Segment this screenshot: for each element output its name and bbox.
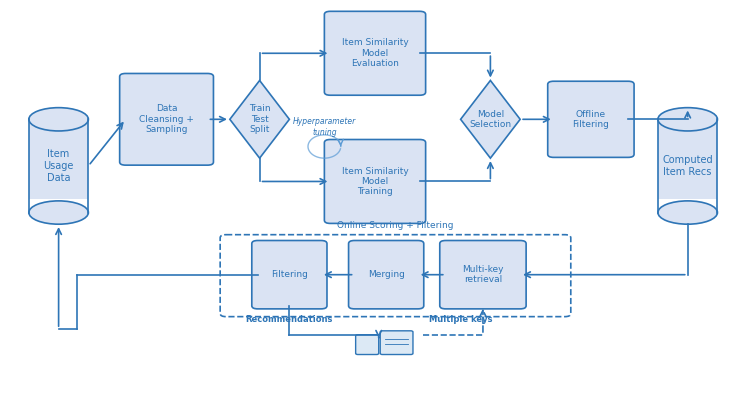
Text: Online Scoring + Filtering: Online Scoring + Filtering bbox=[338, 221, 454, 230]
FancyBboxPatch shape bbox=[120, 73, 214, 165]
FancyBboxPatch shape bbox=[440, 240, 526, 309]
Polygon shape bbox=[460, 80, 520, 158]
Ellipse shape bbox=[28, 201, 88, 224]
Text: Model
Selection: Model Selection bbox=[470, 110, 512, 129]
Ellipse shape bbox=[658, 108, 718, 131]
FancyBboxPatch shape bbox=[380, 331, 413, 355]
Text: Item Similarity
Model
Evaluation: Item Similarity Model Evaluation bbox=[341, 38, 408, 68]
FancyBboxPatch shape bbox=[356, 335, 379, 355]
Text: Multi-key
retrieval: Multi-key retrieval bbox=[462, 265, 504, 284]
Text: Offline
Filtering: Offline Filtering bbox=[572, 110, 609, 129]
Bar bbox=[658, 119, 718, 199]
FancyBboxPatch shape bbox=[349, 240, 424, 309]
Text: Train
Test
Split: Train Test Split bbox=[249, 104, 271, 134]
FancyBboxPatch shape bbox=[548, 81, 634, 157]
Polygon shape bbox=[230, 80, 290, 158]
FancyBboxPatch shape bbox=[252, 240, 327, 309]
Text: Merging: Merging bbox=[368, 270, 404, 279]
Text: Multiple keys: Multiple keys bbox=[429, 315, 492, 324]
Ellipse shape bbox=[658, 201, 718, 224]
Text: Item Similarity
Model
Training: Item Similarity Model Training bbox=[341, 167, 408, 196]
Text: Hyperparameter
tuning: Hyperparameter tuning bbox=[292, 117, 356, 137]
Bar bbox=[28, 119, 88, 199]
FancyBboxPatch shape bbox=[325, 11, 425, 95]
Text: Data
Cleansing +
Sampling: Data Cleansing + Sampling bbox=[139, 104, 194, 134]
Text: Filtering: Filtering bbox=[271, 270, 308, 279]
FancyBboxPatch shape bbox=[325, 139, 425, 223]
Text: Recommendations: Recommendations bbox=[246, 315, 333, 324]
Text: Computed
Item Recs: Computed Item Recs bbox=[662, 155, 713, 177]
Ellipse shape bbox=[28, 108, 88, 131]
Text: Item
Usage
Data: Item Usage Data bbox=[44, 149, 74, 182]
